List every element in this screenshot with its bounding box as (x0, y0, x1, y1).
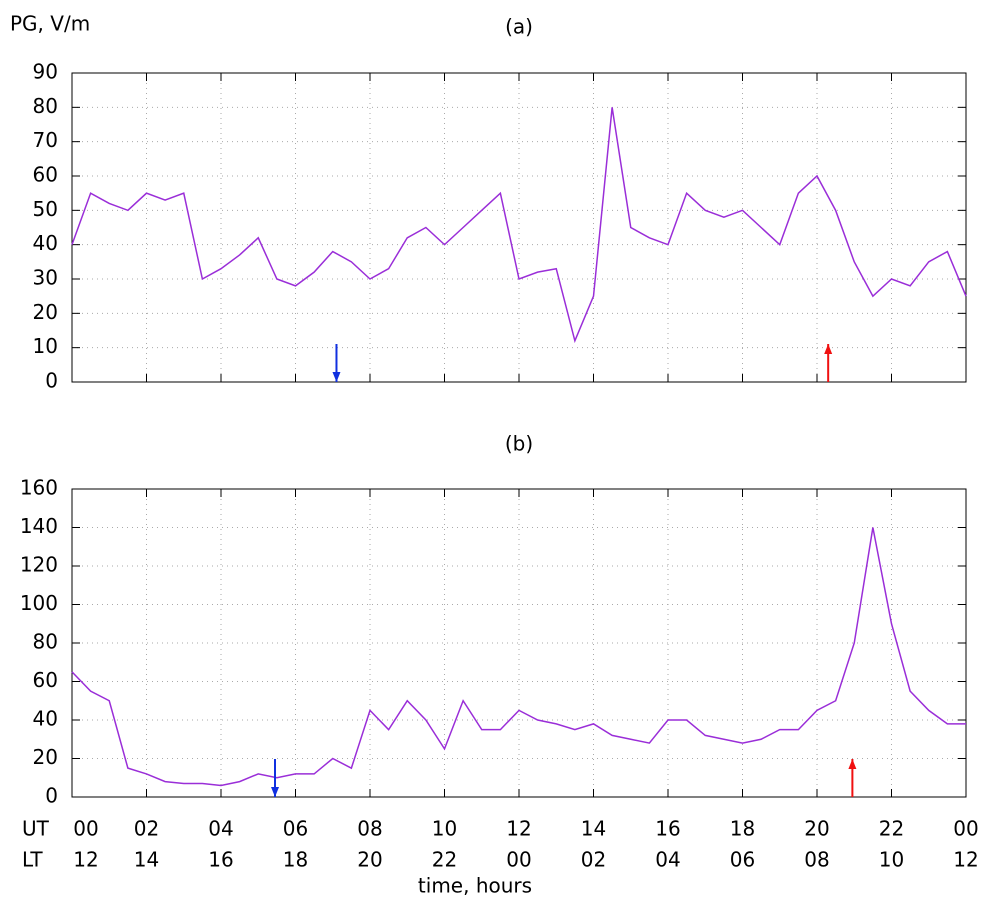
x-tick-label-lt: 16 (208, 848, 233, 872)
x-tick-label-lt: 18 (283, 848, 308, 872)
y-tick-label: 20 (33, 300, 58, 324)
y-tick-label: 70 (33, 128, 58, 152)
x-tick-label: 14 (581, 817, 606, 841)
event-arrow (271, 759, 280, 797)
x-tick-label-lt: 12 (73, 848, 98, 872)
arrow-head (271, 787, 280, 797)
chart-title: (a) (505, 15, 533, 39)
x-tick-label-lt: 08 (804, 848, 829, 872)
x-tick-label: 16 (655, 817, 680, 841)
x-tick-label-lt: 06 (730, 848, 755, 872)
x-tick-label: 08 (357, 817, 382, 841)
y-tick-label: 90 (33, 60, 58, 84)
y-tick-label: 0 (45, 369, 58, 393)
arrow-head (332, 372, 341, 382)
y-tick-label: 100 (20, 591, 58, 615)
arrow-head (848, 759, 857, 769)
chart-title: (b) (505, 432, 533, 456)
event-arrow (848, 759, 857, 797)
y-axis-label: PG, V/m (10, 12, 90, 36)
x-tick-label-lt: 10 (879, 848, 904, 872)
x-tick-label-lt: 12 (953, 848, 978, 872)
x-tick-row-label: UT (22, 817, 50, 841)
y-tick-label: 60 (33, 163, 58, 187)
x-tick-label: 04 (208, 817, 233, 841)
x-tick-label: 06 (283, 817, 308, 841)
x-tick-label: 00 (953, 817, 978, 841)
y-tick-label: 140 (20, 514, 58, 538)
x-tick-label: 00 (73, 817, 98, 841)
y-tick-label: 40 (33, 231, 58, 255)
x-tick-label: 02 (134, 817, 159, 841)
data-line (71, 107, 967, 344)
x-tick-label: 10 (432, 817, 457, 841)
x-tick-label-lt: 20 (357, 848, 382, 872)
event-arrow (332, 344, 341, 382)
x-tick-row-label: LT (22, 848, 43, 872)
x-axis-label: time, hours (418, 874, 532, 898)
x-tick-label-lt: 22 (432, 848, 457, 872)
y-tick-label: 40 (33, 707, 58, 731)
arrow-head (824, 344, 833, 354)
data-line (71, 527, 966, 787)
y-tick-label: 20 (33, 745, 58, 769)
x-tick-label: 18 (730, 817, 755, 841)
plot-frame (71, 72, 967, 383)
y-tick-label: 50 (33, 197, 58, 221)
plot-frame (71, 488, 967, 798)
y-tick-label: 30 (33, 266, 58, 290)
x-tick-label: 20 (804, 817, 829, 841)
y-tick-label: 120 (20, 553, 58, 577)
y-tick-label: 80 (33, 94, 58, 118)
y-tick-label: 80 (33, 630, 58, 654)
x-tick-label: 22 (879, 817, 904, 841)
x-tick-label-lt: 04 (655, 848, 680, 872)
x-tick-label: 12 (506, 817, 531, 841)
x-tick-label-lt: 00 (506, 848, 531, 872)
y-tick-label: 10 (33, 334, 58, 358)
event-arrow (824, 344, 833, 382)
y-tick-label: 0 (45, 784, 58, 808)
y-tick-label: 60 (33, 668, 58, 692)
y-tick-label: 160 (20, 476, 58, 500)
x-tick-label-lt: 02 (581, 848, 606, 872)
x-tick-label-lt: 14 (134, 848, 159, 872)
